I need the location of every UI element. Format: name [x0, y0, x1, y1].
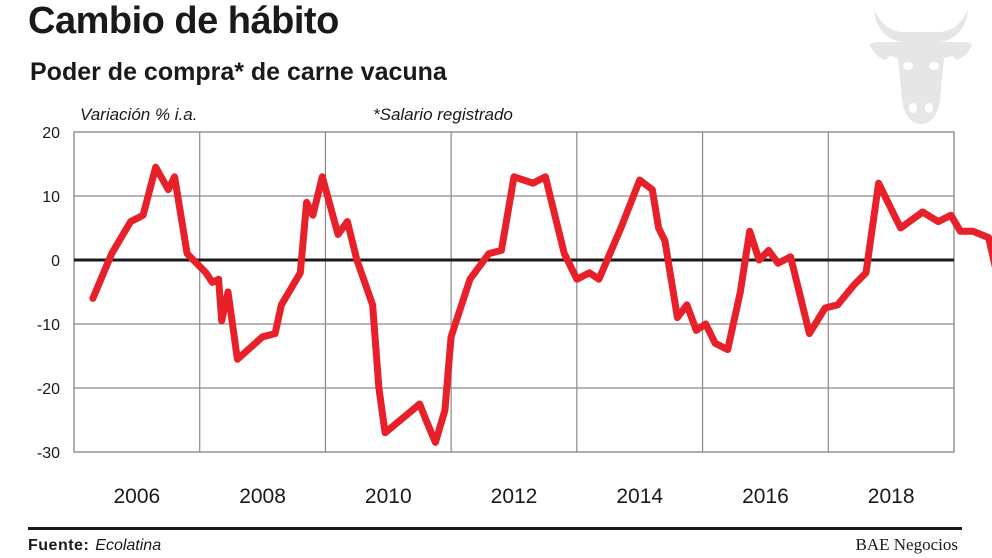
footer-divider: [28, 527, 962, 530]
source-label: Fuente:: [28, 537, 90, 554]
source-value: Ecolatina: [95, 537, 162, 554]
y-tick-label: -30: [37, 445, 60, 462]
y-tick-label: 10: [42, 189, 60, 206]
x-tick-label: 2016: [742, 485, 789, 508]
y-tick-label: 20: [42, 125, 60, 142]
x-tick-label: 2018: [868, 485, 915, 508]
publisher-credit: BAE Negocios: [855, 535, 958, 554]
series-line: [89, 163, 992, 446]
source-line: Fuente: Ecolatina: [28, 537, 161, 555]
x-tick-label: 2010: [365, 485, 412, 508]
x-tick-label: 2012: [491, 485, 538, 508]
y-unit-label: Variación % i.a.: [80, 105, 198, 124]
x-tick-label: 2014: [616, 485, 663, 508]
y-tick-label: -10: [37, 317, 60, 334]
chart-title: Cambio de hábito: [28, 0, 339, 42]
cow-head-icon: [870, 10, 972, 124]
y-tick-label: 0: [51, 253, 60, 270]
y-tick-label: -20: [37, 381, 60, 398]
chart-subtitle: Poder de compra* de carne vacuna: [30, 58, 447, 86]
x-tick-label: 2008: [239, 485, 286, 508]
footnote-label: *Salario registrado: [373, 105, 513, 124]
x-tick-label: 2006: [113, 485, 160, 508]
